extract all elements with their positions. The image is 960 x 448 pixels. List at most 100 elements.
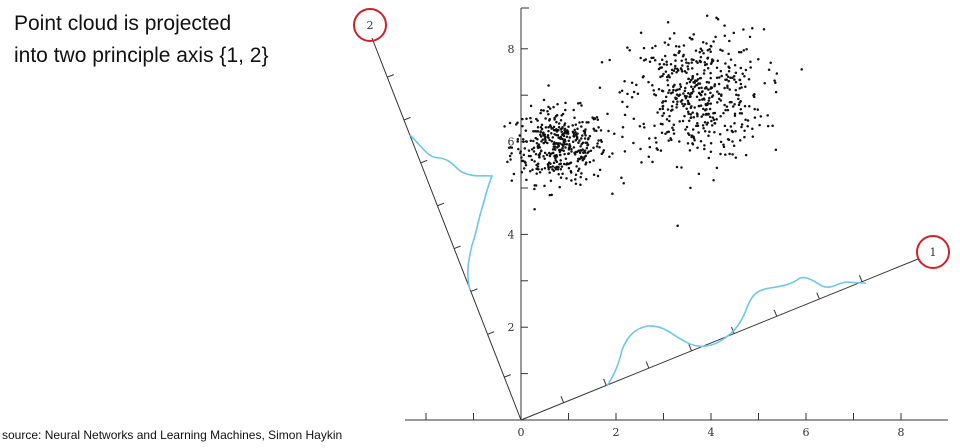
data-point [656, 111, 659, 114]
data-point [611, 192, 614, 196]
data-point [691, 128, 695, 131]
data-point [516, 121, 519, 124]
data-point [723, 124, 727, 128]
data-point [668, 89, 671, 92]
data-point [734, 71, 738, 75]
data-point [727, 138, 731, 142]
data-point [575, 165, 578, 168]
data-point [718, 76, 721, 79]
data-point [751, 127, 754, 131]
data-point [723, 103, 726, 107]
data-point [726, 108, 730, 112]
data-point [699, 93, 703, 97]
data-point [583, 137, 587, 140]
data-point [532, 139, 535, 143]
data-point [601, 151, 605, 154]
data-point [653, 59, 657, 62]
data-point [664, 132, 667, 136]
data-point [739, 51, 743, 54]
x-tick-label: 0 [518, 426, 525, 439]
data-point [732, 144, 736, 147]
data-point [547, 113, 550, 116]
data-point [560, 130, 563, 134]
data-point [722, 145, 726, 149]
data-point [744, 68, 748, 72]
principal-axis-markers: 21 [353, 8, 950, 269]
data-point [651, 84, 654, 87]
data-point [676, 100, 679, 103]
data-point [720, 74, 723, 78]
data-point [727, 69, 731, 73]
data-point [580, 125, 583, 128]
data-point [533, 187, 536, 191]
data-point [582, 157, 586, 160]
data-point [703, 147, 706, 151]
data-point [744, 153, 748, 157]
data-point [577, 141, 580, 145]
data-point [539, 133, 542, 136]
data-point [728, 66, 731, 70]
data-point [666, 20, 670, 24]
data-point [707, 156, 711, 160]
data-point [746, 119, 750, 122]
data-point [584, 134, 587, 137]
data-point [618, 91, 621, 94]
data-point [698, 98, 701, 102]
data-point [530, 148, 534, 151]
data-point [574, 182, 578, 185]
data-point [535, 141, 539, 145]
data-point [692, 33, 695, 36]
data-point [741, 72, 744, 75]
data-point [600, 140, 603, 143]
data-point [685, 125, 689, 129]
data-point [632, 141, 635, 145]
data-point [685, 61, 688, 64]
data-point [665, 118, 669, 121]
data-point [700, 49, 704, 52]
data-point [691, 75, 694, 79]
data-point [687, 77, 690, 81]
data-point [757, 58, 760, 61]
data-point [576, 127, 579, 130]
data-point [544, 139, 547, 142]
data-point [696, 112, 699, 116]
data-point [682, 92, 685, 95]
data-point [622, 181, 625, 185]
data-point [680, 166, 683, 169]
data-point [726, 84, 729, 88]
data-point [748, 104, 751, 108]
data-point [717, 82, 721, 86]
data-point [731, 153, 734, 156]
data-point [680, 70, 684, 73]
data-point [558, 142, 562, 145]
data-point [692, 115, 696, 119]
data-point [565, 135, 569, 139]
data-point [549, 153, 552, 156]
axes-layer: 0 2 4 6 8 2 4 6 8 [371, 7, 948, 439]
data-point [713, 122, 717, 125]
data-point [689, 95, 692, 98]
data-point [704, 103, 707, 106]
data-point [690, 85, 693, 89]
data-point [510, 152, 513, 155]
data-point [687, 102, 690, 106]
data-point [662, 63, 666, 66]
data-point [723, 34, 727, 38]
data-point [690, 67, 694, 70]
data-point [743, 104, 747, 108]
data-point [548, 107, 552, 110]
data-point [522, 167, 526, 170]
data-point [661, 123, 664, 126]
data-point [739, 82, 743, 86]
data-point [751, 27, 754, 30]
data-point [678, 93, 682, 97]
x-tick-label: 6 [803, 426, 810, 439]
data-point [705, 107, 708, 111]
data-point [678, 140, 681, 143]
data-point [705, 42, 708, 45]
data-point [561, 125, 564, 129]
data-point [702, 107, 705, 111]
data-point [635, 83, 638, 87]
axis-1-tick [858, 275, 863, 282]
data-point [538, 170, 542, 174]
